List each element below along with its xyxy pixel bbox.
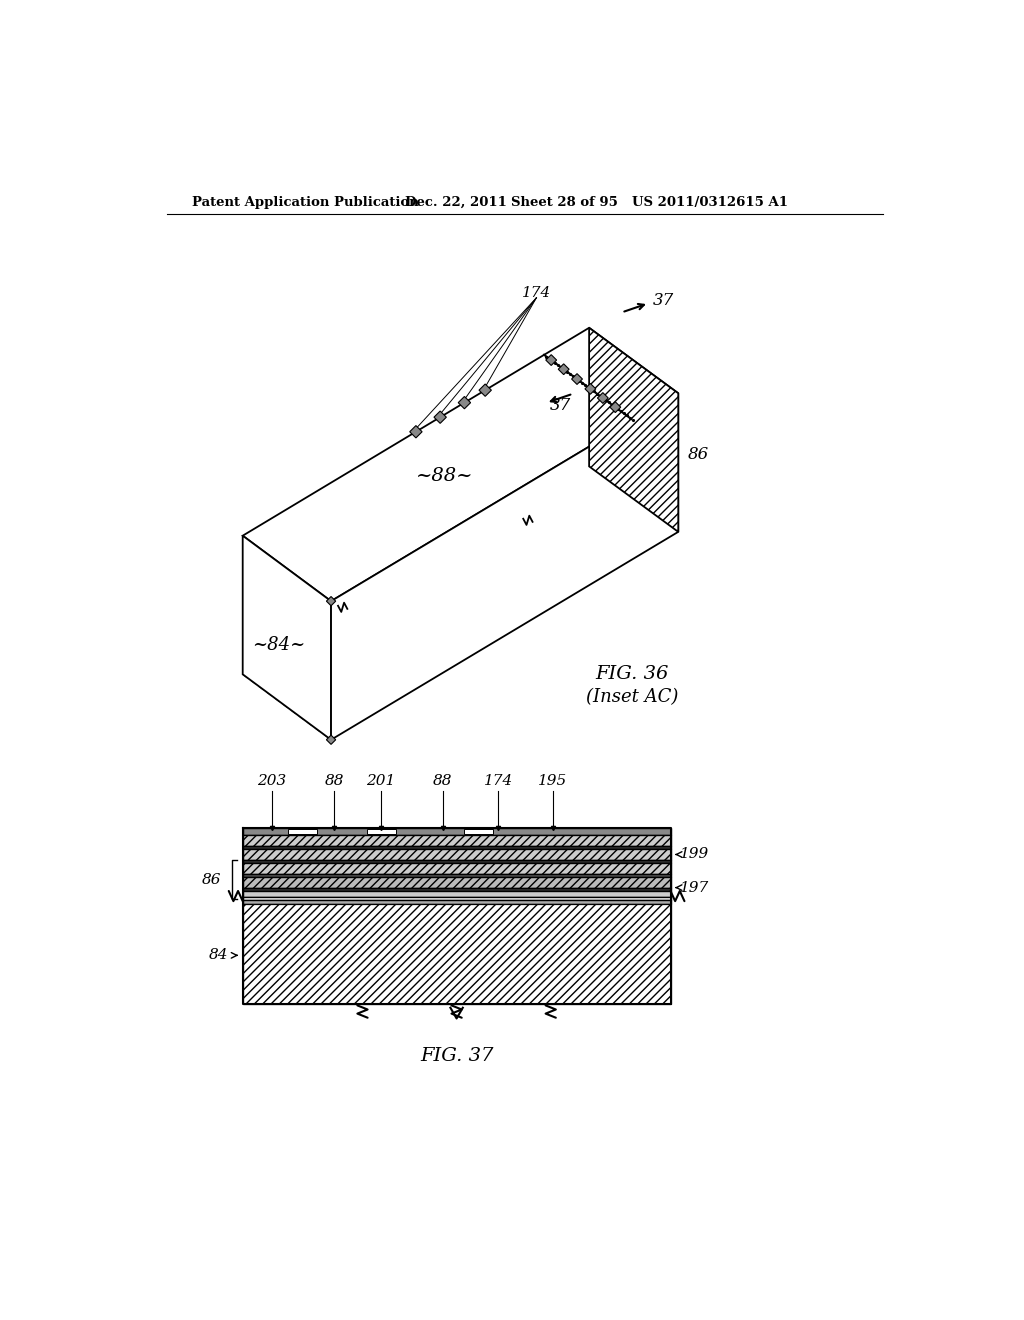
Text: 37: 37 [550,397,571,413]
Text: 199: 199 [680,847,709,862]
Polygon shape [458,396,471,409]
Text: 88: 88 [433,775,453,788]
Polygon shape [243,904,671,1003]
Polygon shape [243,863,671,874]
Text: 88: 88 [325,775,344,788]
Polygon shape [434,411,446,424]
Text: Patent Application Publication: Patent Application Publication [191,195,418,209]
Polygon shape [243,859,671,863]
Text: 174: 174 [522,286,551,300]
Text: Sheet 28 of 95: Sheet 28 of 95 [511,195,617,209]
Polygon shape [558,364,569,375]
Polygon shape [597,392,608,404]
Text: 197: 197 [680,880,709,895]
Text: FIG. 37: FIG. 37 [420,1047,494,1065]
Text: 174: 174 [483,775,513,788]
Text: 84: 84 [209,948,228,962]
Text: ~84~: ~84~ [253,636,306,655]
Polygon shape [410,425,422,438]
Polygon shape [546,355,557,366]
Polygon shape [243,849,671,859]
Polygon shape [288,829,317,834]
Polygon shape [243,829,671,836]
Polygon shape [243,874,671,876]
Text: 86: 86 [202,873,221,887]
Text: FIG. 36: FIG. 36 [595,665,669,684]
Polygon shape [243,536,331,739]
Polygon shape [367,829,396,834]
Polygon shape [610,401,621,413]
Text: US 2011/0312615 A1: US 2011/0312615 A1 [632,195,787,209]
Polygon shape [589,327,678,532]
Text: Dec. 22, 2011: Dec. 22, 2011 [406,195,507,209]
Text: 37: 37 [652,292,674,309]
Polygon shape [243,327,678,601]
Text: 201: 201 [366,775,395,788]
Polygon shape [243,887,671,891]
Polygon shape [479,384,492,396]
Text: (Inset AC): (Inset AC) [586,689,678,706]
Polygon shape [243,900,671,904]
Polygon shape [243,896,671,900]
Polygon shape [464,829,493,834]
Polygon shape [331,393,678,739]
Text: 203: 203 [257,775,287,788]
Text: 195: 195 [538,775,567,788]
Polygon shape [327,735,336,744]
Polygon shape [243,876,671,887]
Text: ~88~: ~88~ [416,467,473,484]
Polygon shape [585,384,596,395]
Polygon shape [243,836,671,846]
Polygon shape [243,846,671,849]
Polygon shape [243,891,671,896]
Polygon shape [327,597,336,606]
Polygon shape [571,374,583,384]
Text: 86: 86 [687,446,709,463]
